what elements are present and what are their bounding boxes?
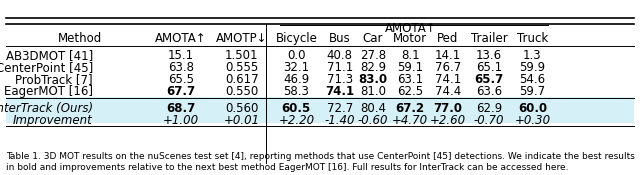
Text: 46.9: 46.9 xyxy=(283,73,310,86)
Text: CenterPoint [45]: CenterPoint [45] xyxy=(0,61,93,74)
Text: 82.9: 82.9 xyxy=(360,61,386,74)
Text: 62.9: 62.9 xyxy=(476,102,502,115)
Text: +2.20: +2.20 xyxy=(278,114,314,127)
Text: 60.5: 60.5 xyxy=(282,102,311,115)
Text: AB3DMOT [41]: AB3DMOT [41] xyxy=(6,50,93,62)
Text: Truck: Truck xyxy=(517,32,548,45)
Text: Motor: Motor xyxy=(393,32,428,45)
Text: -0.70: -0.70 xyxy=(474,114,504,127)
Text: 15.1: 15.1 xyxy=(168,50,194,62)
Text: 59.1: 59.1 xyxy=(397,61,423,74)
Text: 0.550: 0.550 xyxy=(225,85,259,98)
Text: 1.3: 1.3 xyxy=(523,50,542,62)
Text: 14.1: 14.1 xyxy=(435,50,461,62)
Text: ProbTrack [7]: ProbTrack [7] xyxy=(15,73,93,86)
Text: 65.1: 65.1 xyxy=(476,61,502,74)
Text: 83.0: 83.0 xyxy=(358,73,388,86)
Text: Ped: Ped xyxy=(437,32,459,45)
Text: -0.60: -0.60 xyxy=(358,114,388,127)
Text: +0.30: +0.30 xyxy=(515,114,550,127)
Text: 8.1: 8.1 xyxy=(401,50,420,62)
Text: Method: Method xyxy=(58,32,102,45)
Text: 59.7: 59.7 xyxy=(520,85,545,98)
Text: 81.0: 81.0 xyxy=(360,85,386,98)
Text: 71.3: 71.3 xyxy=(327,73,353,86)
Text: 1.501: 1.501 xyxy=(225,50,259,62)
Text: Table 1. 3D MOT results on the nuScenes test set [4], reporting methods that use: Table 1. 3D MOT results on the nuScenes … xyxy=(6,152,636,172)
Text: 72.7: 72.7 xyxy=(326,102,353,115)
Text: Trailer: Trailer xyxy=(470,32,508,45)
Text: Bicycle: Bicycle xyxy=(275,32,317,45)
Text: AMOTP↓: AMOTP↓ xyxy=(216,32,268,45)
Text: +4.70: +4.70 xyxy=(392,114,428,127)
Text: 65.5: 65.5 xyxy=(168,73,194,86)
Text: 27.8: 27.8 xyxy=(360,50,386,62)
Text: 74.1: 74.1 xyxy=(325,85,355,98)
Text: 80.4: 80.4 xyxy=(360,102,386,115)
Text: EagerMOT [16]: EagerMOT [16] xyxy=(4,85,93,98)
Text: Improvement: Improvement xyxy=(13,114,93,127)
Text: 65.7: 65.7 xyxy=(474,73,504,86)
Text: 54.6: 54.6 xyxy=(520,73,545,86)
Text: 40.8: 40.8 xyxy=(327,50,353,62)
Text: 67.7: 67.7 xyxy=(166,85,196,98)
Text: 0.617: 0.617 xyxy=(225,73,259,86)
Text: 77.0: 77.0 xyxy=(433,102,463,115)
Text: 0.560: 0.560 xyxy=(225,102,259,115)
Text: +2.60: +2.60 xyxy=(430,114,466,127)
Text: 68.7: 68.7 xyxy=(166,102,196,115)
Text: 74.4: 74.4 xyxy=(435,85,461,98)
Text: Bus: Bus xyxy=(329,32,351,45)
Text: 59.9: 59.9 xyxy=(520,61,545,74)
Text: 58.3: 58.3 xyxy=(284,85,309,98)
Text: 67.2: 67.2 xyxy=(396,102,425,115)
Text: 63.1: 63.1 xyxy=(397,73,423,86)
Text: 32.1: 32.1 xyxy=(284,61,309,74)
Text: 62.5: 62.5 xyxy=(397,85,423,98)
Text: 60.0: 60.0 xyxy=(518,102,547,115)
Text: 74.1: 74.1 xyxy=(435,73,461,86)
Text: AMOTA↑: AMOTA↑ xyxy=(156,32,207,45)
Text: 63.8: 63.8 xyxy=(168,61,194,74)
Text: 0.0: 0.0 xyxy=(287,50,305,62)
Text: 0.555: 0.555 xyxy=(225,61,259,74)
Text: InterTrack (Ours): InterTrack (Ours) xyxy=(0,102,93,115)
Text: 63.6: 63.6 xyxy=(476,85,502,98)
Text: 76.7: 76.7 xyxy=(435,61,461,74)
Text: AMOTA↑: AMOTA↑ xyxy=(385,22,436,35)
Text: Car: Car xyxy=(363,32,383,45)
Text: +0.01: +0.01 xyxy=(224,114,260,127)
Text: -1.40: -1.40 xyxy=(324,114,355,127)
Text: +1.00: +1.00 xyxy=(163,114,199,127)
Text: 71.1: 71.1 xyxy=(326,61,353,74)
Text: 13.6: 13.6 xyxy=(476,50,502,62)
